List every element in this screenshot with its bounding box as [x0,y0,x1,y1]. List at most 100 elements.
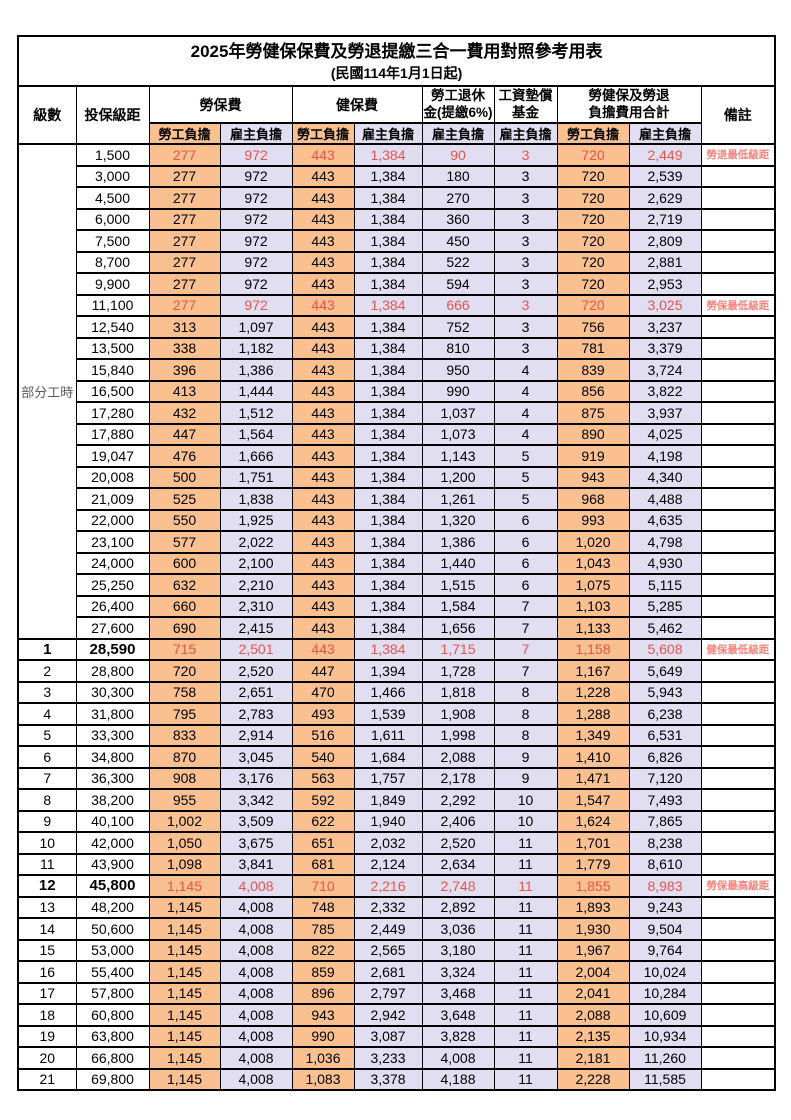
table-body: 部分工時 1,500 277 972 443 1,384 90 3 720 2,449 勞退最低級距… [17,143,776,1091]
bracket-cell: 22,000 [75,508,150,532]
level-cell: 19 [17,1024,77,1048]
level-cell: 13 [17,895,77,919]
labor-employee-cell: 277 [148,229,221,253]
pension-employer-cell: 990 [421,379,495,403]
health-employee-cell: 443 [291,594,355,618]
total-employee-cell: 993 [556,508,630,532]
wage-fund-employer-cell: 6 [493,530,558,554]
table-row: 21,009 525 1,838 443 1,384 1,261 5 968 4,488 [18,487,776,511]
labor-employee-cell: 277 [148,293,221,317]
health-employer-cell: 3,378 [353,1067,423,1091]
total-employer-cell: 2,719 [628,207,702,231]
labor-employee-cell: 432 [148,401,221,425]
total-employer-cell: 5,285 [628,594,702,618]
wage-fund-employer-cell: 11 [493,895,558,919]
labor-employer-cell: 4,008 [219,981,293,1005]
labor-employee-cell: 277 [148,164,221,188]
col-header-pension: 勞工退休 金(提繳6%) [421,85,495,124]
total-employer-cell: 4,635 [628,508,702,532]
pension-employer-cell: 1,728 [421,659,495,683]
health-employee-cell: 443 [291,551,355,575]
table-row: 6 34,800 870 3,045 540 1,684 2,088 9 1,410 6,826 [17,745,776,769]
health-employee-cell: 443 [291,573,355,597]
remark-cell [700,1003,776,1027]
total-employer-cell: 3,822 [628,379,702,403]
wage-fund-employer-cell: 6 [493,551,558,575]
wage-fund-employer-cell: 4 [493,401,558,425]
pension-employer-cell: 2,748 [421,874,495,898]
level-cell: 1 [17,637,77,661]
labor-employer-cell: 1,182 [219,336,293,360]
table-row: 4 31,800 795 2,783 493 1,539 1,908 8 1,288 6,238 [17,702,776,726]
total-employee-cell: 720 [556,229,630,253]
wage-fund-employer-cell: 7 [493,616,558,640]
health-employee-cell: 785 [291,917,355,941]
table-row: 19 63,800 1,145 4,008 990 3,087 3,828 11 2,135 10… [17,1024,776,1048]
remark-cell [700,573,776,597]
pension-employer-cell: 1,515 [421,573,495,597]
pension-employer-cell: 4,188 [421,1067,495,1091]
level-cell: 4 [17,702,77,726]
health-employer-cell: 2,681 [353,960,423,984]
table-row: 1 28,590 715 2,501 443 1,384 1,715 7 1,158 5,608 健… [17,637,776,661]
bracket-cell: 38,200 [75,788,150,812]
wage-fund-employer-cell: 4 [493,358,558,382]
remark-cell [700,530,776,554]
health-employee-cell: 443 [291,250,355,274]
remark-cell [700,229,776,253]
remark-cell [700,938,776,962]
total-employer-cell: 6,826 [628,745,702,769]
labor-employer-cell: 4,008 [219,917,293,941]
wage-fund-employer-cell: 3 [493,186,558,210]
wage-fund-employer-cell: 10 [493,809,558,833]
total-employer-cell: 7,120 [628,766,702,790]
pension-employer-cell: 950 [421,358,495,382]
labor-employee-cell: 277 [148,143,221,167]
pension-employer-cell: 2,088 [421,745,495,769]
pension-employer-cell: 3,648 [421,1003,495,1027]
total-employer-cell: 4,930 [628,551,702,575]
bracket-cell: 19,047 [75,444,150,468]
table-row: 13,500 338 1,182 443 1,384 810 3 781 3,379 [18,336,776,360]
health-employee-cell: 443 [291,272,355,296]
pension-employer-cell: 1,143 [421,444,495,468]
bracket-cell: 55,400 [75,960,150,984]
wage-fund-employer-cell: 9 [493,745,558,769]
total-employee-cell: 1,410 [556,745,630,769]
table-row: 17 57,800 1,145 4,008 896 2,797 3,468 11 2,041 10… [17,981,776,1005]
health-employee-cell: 710 [291,874,355,898]
total-employee-cell: 720 [556,250,630,274]
labor-employer-cell: 1,666 [219,444,293,468]
table-row: 27,600 690 2,415 443 1,384 1,656 7 1,133 5,462 [18,616,776,640]
health-employee-cell: 443 [291,616,355,640]
total-header-line1: 勞健保及勞退 [588,87,670,103]
remark-cell [700,788,776,812]
pension-employer-cell: 4,008 [421,1046,495,1070]
table-row: 17,280 432 1,512 443 1,384 1,037 4 875 3,937 [18,401,776,425]
level-cell: 11 [17,852,77,876]
labor-employer-cell: 3,841 [219,852,293,876]
wage-fund-employer-cell: 3 [493,207,558,231]
labor-employer-cell: 4,008 [219,938,293,962]
labor-employee-cell: 795 [148,702,221,726]
remark-cell [700,487,776,511]
bracket-cell: 66,800 [75,1046,150,1070]
wage-fund-employer-cell: 11 [493,1046,558,1070]
total-employer-cell: 3,937 [628,401,702,425]
bracket-cell: 27,600 [75,616,150,640]
bracket-cell: 31,800 [75,702,150,726]
pension-employer-cell: 594 [421,272,495,296]
total-employee-cell: 2,181 [556,1046,630,1070]
labor-employer-cell: 2,651 [219,680,293,704]
pension-employer-cell: 1,818 [421,680,495,704]
total-employee-cell: 2,004 [556,960,630,984]
bracket-cell: 60,800 [75,1003,150,1027]
labor-employee-cell: 1,050 [148,831,221,855]
wage-fund-employer-cell: 3 [493,315,558,339]
health-employer-cell: 1,384 [353,401,423,425]
total-employee-cell: 890 [556,422,630,446]
total-employer-cell: 11,260 [628,1046,702,1070]
remark-cell [700,960,776,984]
remark-cell [700,745,776,769]
table-row: 6,000 277 972 443 1,384 360 3 720 2,719 [18,207,776,231]
